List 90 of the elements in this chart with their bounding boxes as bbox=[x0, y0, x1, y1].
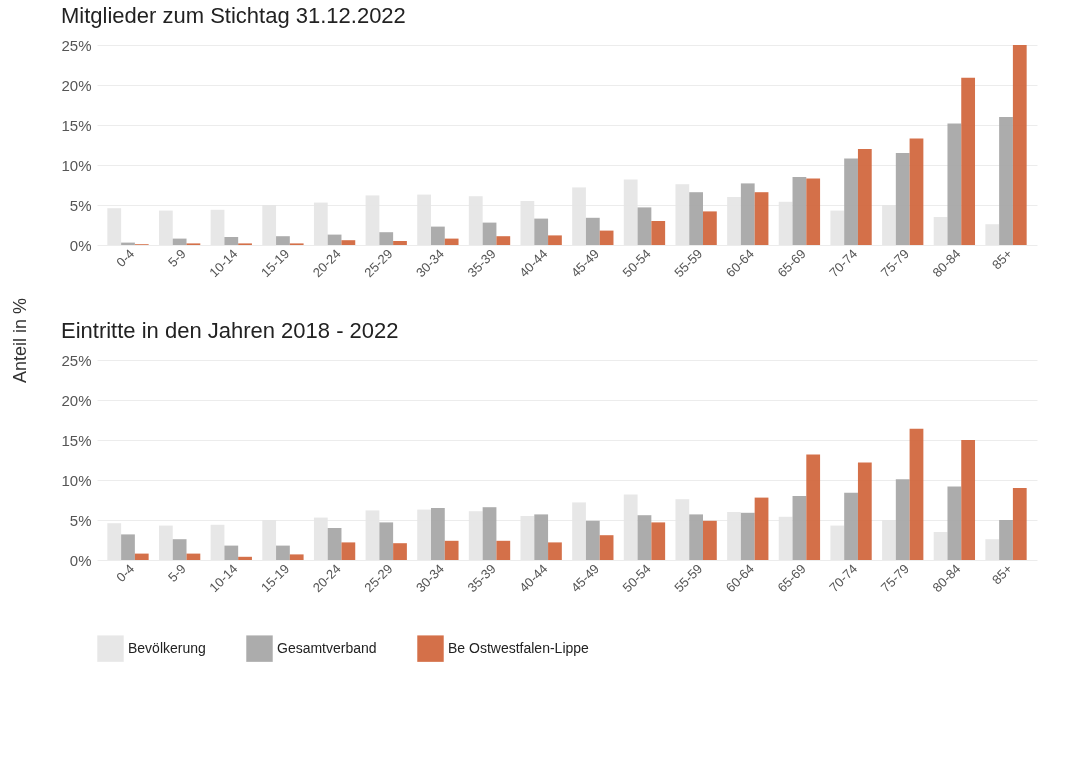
bar bbox=[496, 540, 511, 560]
bar bbox=[172, 238, 187, 245]
bar bbox=[585, 520, 600, 560]
bar bbox=[482, 507, 497, 560]
bar bbox=[1012, 45, 1027, 245]
y-tick-label: 0% bbox=[69, 236, 92, 254]
bar bbox=[379, 232, 394, 245]
y-tick-label: 5% bbox=[69, 196, 92, 214]
bar bbox=[482, 222, 497, 245]
bar bbox=[740, 183, 755, 245]
bar bbox=[276, 236, 290, 245]
bar bbox=[393, 543, 407, 560]
bar bbox=[895, 153, 910, 245]
y-tick-label: 10% bbox=[61, 156, 92, 174]
bar bbox=[909, 138, 924, 245]
bar bbox=[327, 528, 342, 560]
bar bbox=[289, 554, 304, 560]
y-tick-label: 0% bbox=[69, 551, 92, 569]
bar bbox=[703, 520, 717, 560]
bar bbox=[844, 158, 858, 245]
bar bbox=[121, 534, 135, 560]
bar bbox=[637, 515, 652, 560]
y-axis-title: Anteil in % bbox=[9, 297, 31, 386]
y-tick-label: 15% bbox=[61, 431, 92, 449]
bar bbox=[703, 211, 717, 245]
bar bbox=[393, 241, 407, 245]
bar bbox=[134, 553, 149, 560]
x-tick-label: 85+ bbox=[989, 246, 1016, 273]
bar bbox=[548, 542, 562, 560]
bar bbox=[238, 556, 252, 560]
x-tick-label: 85+ bbox=[989, 561, 1016, 588]
legend-label: Gesamtverband bbox=[277, 639, 377, 656]
bar bbox=[651, 522, 666, 560]
bar bbox=[224, 237, 239, 245]
legend-label: Bevölkerung bbox=[128, 639, 206, 656]
bar bbox=[224, 545, 239, 560]
bar bbox=[689, 514, 704, 560]
y-tick-label: 10% bbox=[61, 471, 92, 489]
bar bbox=[534, 514, 549, 560]
y-tick-label: 5% bbox=[69, 511, 92, 529]
bar bbox=[172, 539, 187, 560]
chart-title: Eintritte in den Jahren 2018 - 2022 bbox=[60, 318, 399, 343]
bar bbox=[909, 428, 924, 560]
bar bbox=[740, 512, 755, 560]
bar bbox=[844, 492, 858, 560]
x-tick-label: 5-9 bbox=[164, 561, 189, 585]
bar bbox=[430, 226, 445, 245]
bar bbox=[895, 479, 910, 560]
bar bbox=[961, 77, 976, 245]
bar bbox=[585, 217, 600, 245]
y-tick-label: 20% bbox=[61, 391, 92, 409]
bar bbox=[534, 218, 549, 245]
bar bbox=[379, 522, 394, 560]
bar bbox=[548, 235, 562, 245]
bar bbox=[341, 240, 356, 245]
bar bbox=[276, 545, 290, 560]
bar bbox=[754, 497, 769, 560]
bar bbox=[444, 540, 459, 560]
x-tick-label: 0-4 bbox=[113, 561, 138, 585]
y-tick-label: 25% bbox=[61, 351, 92, 369]
bar bbox=[341, 542, 356, 560]
bar bbox=[792, 496, 807, 560]
bar bbox=[999, 117, 1013, 245]
bar bbox=[637, 207, 652, 245]
bar bbox=[1012, 488, 1027, 560]
y-tick-label: 15% bbox=[61, 116, 92, 134]
bar bbox=[999, 520, 1013, 560]
x-tick-label: 0-4 bbox=[113, 246, 138, 270]
bar bbox=[599, 230, 614, 245]
bar bbox=[327, 234, 342, 245]
bar bbox=[806, 178, 821, 245]
bar bbox=[496, 236, 511, 245]
y-tick-label: 25% bbox=[61, 36, 92, 54]
bar bbox=[792, 177, 807, 245]
x-tick-label: 5-9 bbox=[164, 246, 189, 270]
chart-title: Mitglieder zum Stichtag 31.12.2022 bbox=[60, 3, 406, 28]
bar bbox=[857, 149, 872, 245]
bar bbox=[947, 486, 962, 560]
bar bbox=[444, 238, 459, 245]
bar bbox=[430, 508, 445, 560]
bar bbox=[961, 440, 976, 560]
bar bbox=[651, 221, 666, 245]
bar bbox=[599, 535, 614, 560]
bar bbox=[754, 192, 769, 245]
y-tick-label: 20% bbox=[61, 76, 92, 94]
legend-label: Be Ostwestfalen-Lippe bbox=[448, 639, 590, 656]
bar bbox=[689, 192, 704, 245]
bar bbox=[947, 123, 962, 245]
bar bbox=[806, 454, 821, 560]
bar bbox=[857, 462, 872, 560]
